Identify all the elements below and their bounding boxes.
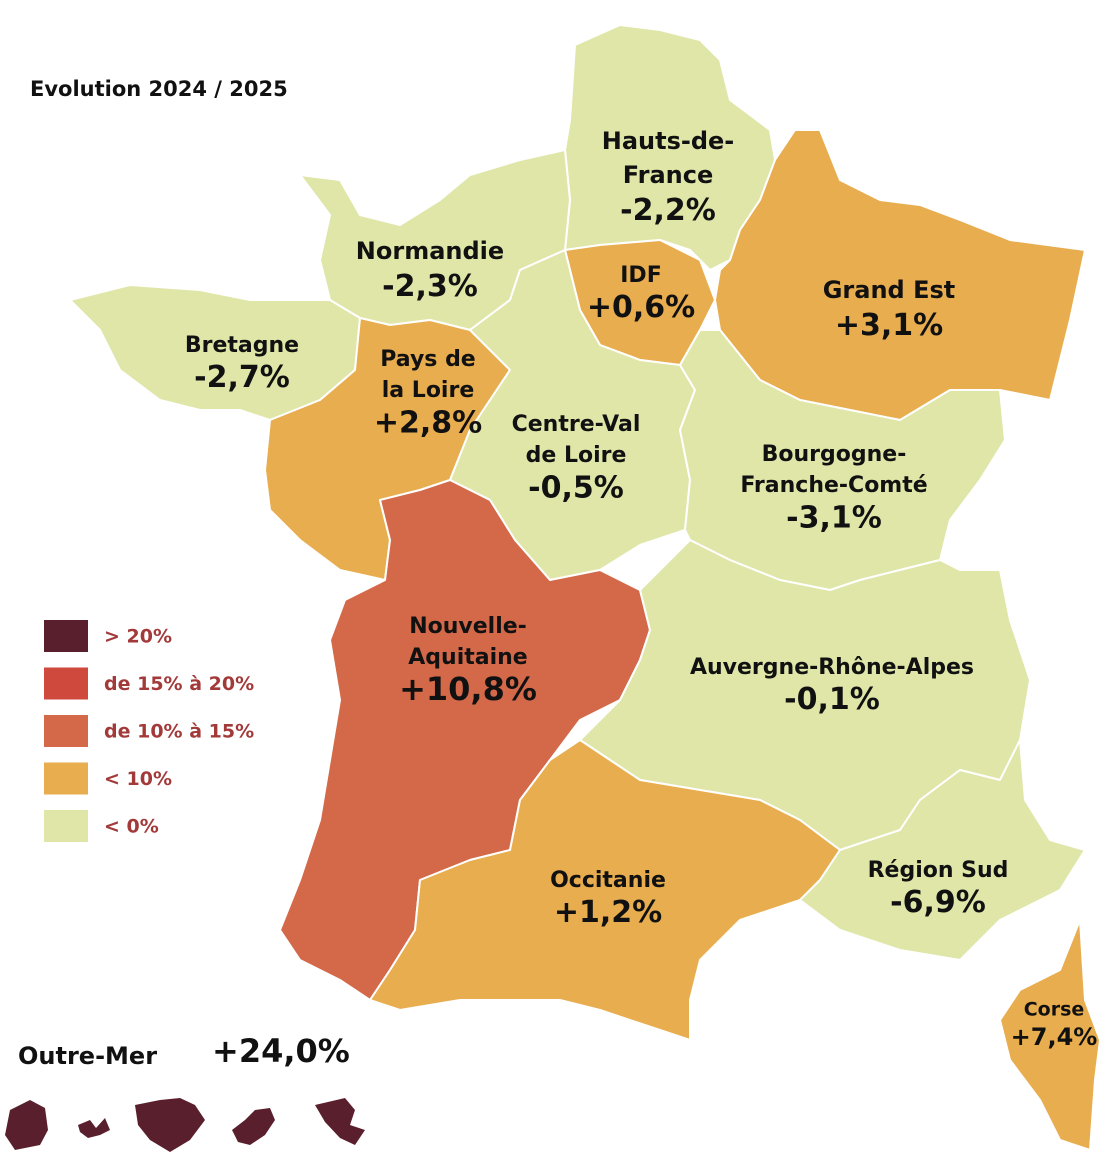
legend-swatch [44,667,88,700]
region-value: -6,9% [890,885,986,920]
region-value: -0,1% [784,682,880,717]
region-name: Occitanie [550,868,666,893]
region-name: Franche-Comté [740,473,927,498]
legend-label: < 10% [104,768,172,790]
outre-mer-island [315,1098,365,1145]
region-name: Bourgogne- [762,442,907,467]
region-value: -0,5% [528,470,624,505]
region [999,919,1101,1151]
region-name: Nouvelle- [409,614,527,639]
region-name: la Loire [382,378,475,403]
regions [69,24,1101,1151]
outre-mer-island [78,1118,110,1138]
legend-label: de 15% à 20% [104,673,254,695]
region-value: +7,4% [1011,1023,1098,1051]
region-name: Région Sud [868,858,1009,883]
region-name: Bretagne [185,333,299,358]
region-name: Centre-Val [512,412,641,437]
map-title: Evolution 2024 / 2025 [30,77,288,101]
region-value: +10,8% [399,670,537,708]
outre-mer-island [5,1100,48,1150]
region-value: -2,2% [620,193,716,228]
legend-label: de 10% à 15% [104,721,254,743]
region-value: -3,1% [786,500,882,535]
region-value: +2,8% [374,405,482,440]
outre-mer-island [135,1098,205,1152]
region-name: de Loire [526,443,627,468]
legend-swatch [44,762,88,795]
region-name: Normandie [356,237,504,265]
region-value: +1,2% [554,895,662,930]
outre-mer-value: +24,0% [212,1032,350,1070]
region-name: IDF [620,263,661,288]
region-value: +0,6% [587,290,695,325]
region-value: +3,1% [835,308,943,343]
legend-swatch [44,810,88,842]
outre-mer-name: Outre-Mer [18,1042,157,1070]
region-name: Auvergne-Rhône-Alpes [690,655,974,680]
region [679,329,1006,591]
legend-label: < 0% [104,816,159,838]
region [799,739,1086,961]
region [714,129,1086,421]
region [369,739,841,1041]
legend-swatch [44,715,88,747]
legend-swatch [44,620,88,652]
region-name: Aquitaine [408,645,527,670]
region-name: Pays de [380,347,475,372]
region-name: France [623,161,713,189]
region-name: Hauts-de- [602,127,735,155]
region-name: Corse [1024,999,1085,1021]
legend-label: > 20% [104,626,172,648]
outre-mer-island [232,1108,275,1145]
region-value: -2,3% [382,269,478,304]
region-value: -2,7% [194,360,290,395]
region-name: Grand Est [823,276,956,304]
